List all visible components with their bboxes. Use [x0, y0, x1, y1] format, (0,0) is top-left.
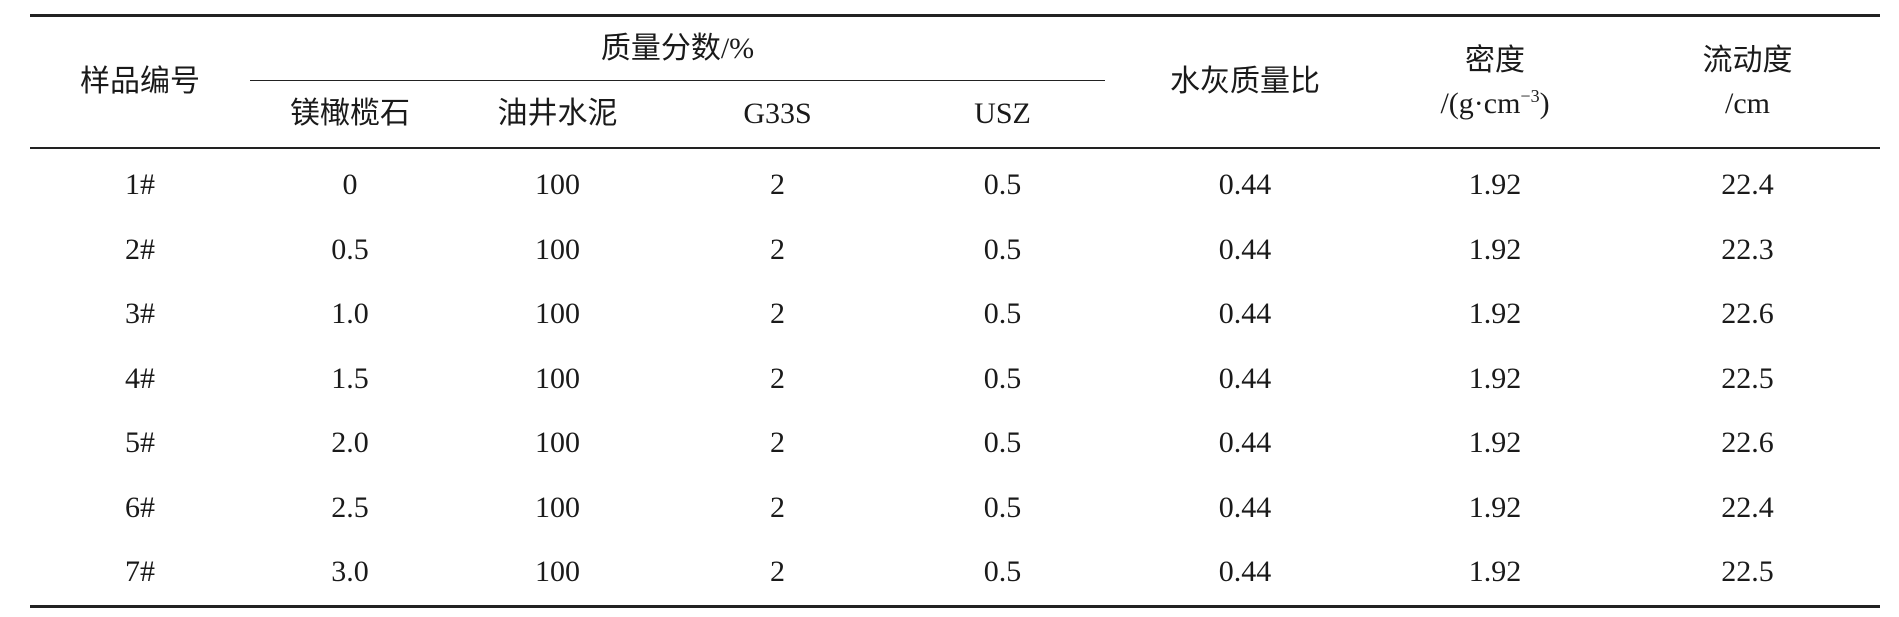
cell-sample-id: 4#	[125, 361, 155, 395]
data-table-container: 样品编号 质量分数/% 水灰质量比 密度 /(g·cm−3) 流动度 /cm 镁…	[30, 14, 1881, 608]
cell-oil-well-cement: 100	[535, 490, 580, 524]
cell-forsterite: 2.0	[331, 426, 369, 460]
cell-forsterite: 0	[342, 168, 358, 202]
cell-oil-well-cement: 100	[535, 297, 580, 331]
density-unit-exponent: −3	[1520, 86, 1540, 106]
cell-usz: 0.5	[983, 297, 1022, 331]
cell-usz: 0.5	[983, 555, 1022, 589]
table-row: 6# 2.5 100 2 0.5 0.44 1.92 22.4	[30, 476, 1880, 541]
cell-g33s: 2	[770, 361, 785, 395]
cell-sample-id: 2#	[125, 232, 155, 266]
header-fluidity: 流动度 /cm	[1615, 15, 1881, 149]
cell-forsterite: 0.5	[331, 232, 369, 266]
cell-forsterite: 3.0	[331, 555, 369, 589]
cell-g33s: 2	[770, 555, 785, 589]
cell-density: 1.92	[1468, 361, 1522, 395]
cell-g33s: 2	[770, 168, 785, 202]
cell-water-cement-ratio: 0.44	[1218, 297, 1272, 331]
cell-oil-well-cement: 100	[535, 555, 580, 589]
cell-fluidity: 22.5	[1721, 361, 1774, 395]
header-usz: USZ	[890, 81, 1116, 149]
cell-oil-well-cement: 100	[535, 168, 580, 202]
header-density: 密度 /(g·cm−3)	[1375, 15, 1616, 149]
cell-water-cement-ratio: 0.44	[1218, 490, 1272, 524]
cell-oil-well-cement: 100	[535, 361, 580, 395]
cell-fluidity: 22.6	[1721, 426, 1774, 460]
cell-water-cement-ratio: 0.44	[1218, 232, 1272, 266]
table-row: 5# 2.0 100 2 0.5 0.44 1.92 22.6	[30, 411, 1880, 476]
cell-g33s: 2	[770, 232, 785, 266]
cell-usz: 0.5	[983, 168, 1022, 202]
header-density-name: 密度	[1465, 43, 1526, 77]
cell-g33s: 2	[770, 426, 785, 460]
cell-g33s: 2	[770, 490, 785, 524]
cell-forsterite: 1.5	[331, 361, 369, 395]
cell-fluidity: 22.4	[1721, 490, 1774, 524]
data-table: 样品编号 质量分数/% 水灰质量比 密度 /(g·cm−3) 流动度 /cm 镁…	[30, 14, 1881, 608]
density-unit-suffix: )	[1539, 87, 1550, 120]
header-fluidity-unit: /cm	[1725, 87, 1771, 120]
table-row: 1# 0 100 2 0.5 0.44 1.92 22.4	[30, 148, 1880, 218]
cell-water-cement-ratio: 0.44	[1218, 361, 1272, 395]
table-row: 7# 3.0 100 2 0.5 0.44 1.92 22.5	[30, 540, 1881, 606]
cell-usz: 0.5	[983, 232, 1022, 266]
table-row: 2# 0.5 100 2 0.5 0.44 1.92 22.3	[30, 218, 1880, 283]
header-mass-fraction: 质量分数/%	[250, 16, 1115, 82]
cell-g33s: 2	[770, 297, 785, 331]
cell-forsterite: 1.0	[331, 297, 369, 331]
header-density-unit: /(g·cm−3)	[1440, 87, 1549, 120]
cell-density: 1.92	[1468, 297, 1522, 331]
cell-density: 1.92	[1468, 555, 1522, 589]
header-forsterite: 镁橄榄石	[250, 81, 450, 149]
cell-usz: 0.5	[983, 490, 1022, 524]
cell-water-cement-ratio: 0.44	[1218, 426, 1272, 460]
cell-sample-id: 7#	[125, 555, 155, 589]
cell-oil-well-cement: 100	[535, 232, 580, 266]
header-water-cement-ratio: 水灰质量比	[1115, 15, 1376, 149]
cell-forsterite: 2.5	[331, 490, 369, 524]
table-header: 样品编号 质量分数/% 水灰质量比 密度 /(g·cm−3) 流动度 /cm 镁…	[30, 15, 1881, 149]
cell-usz: 0.5	[983, 361, 1022, 395]
table-row: 3# 1.0 100 2 0.5 0.44 1.92 22.6	[30, 282, 1880, 347]
cell-density: 1.92	[1468, 490, 1522, 524]
header-sample-id: 样品编号	[30, 15, 250, 149]
cell-sample-id: 5#	[125, 426, 155, 460]
density-unit-prefix: /(g·cm	[1440, 87, 1521, 120]
cell-fluidity: 22.5	[1721, 555, 1774, 589]
cell-density: 1.92	[1468, 232, 1522, 266]
cell-oil-well-cement: 100	[535, 426, 580, 460]
cell-fluidity: 22.6	[1721, 297, 1774, 331]
table-body: 1# 0 100 2 0.5 0.44 1.92 22.4 2# 0.5 100…	[30, 148, 1881, 606]
header-g33s: G33S	[665, 81, 890, 149]
table-row: 4# 1.5 100 2 0.5 0.44 1.92 22.5	[30, 347, 1880, 412]
cell-water-cement-ratio: 0.44	[1218, 168, 1272, 202]
cell-density: 1.92	[1468, 426, 1522, 460]
cell-sample-id: 3#	[125, 297, 155, 331]
cell-water-cement-ratio: 0.44	[1218, 555, 1272, 589]
cell-sample-id: 6#	[125, 490, 155, 524]
header-oil-well-cement: 油井水泥	[450, 81, 665, 149]
cell-usz: 0.5	[983, 426, 1022, 460]
cell-fluidity: 22.4	[1721, 168, 1774, 202]
cell-sample-id: 1#	[125, 168, 155, 202]
cell-density: 1.92	[1468, 168, 1522, 202]
header-fluidity-name: 流动度	[1702, 43, 1793, 77]
cell-fluidity: 22.3	[1721, 232, 1774, 266]
header-mass-fraction-label: 质量分数/%	[250, 18, 1106, 81]
